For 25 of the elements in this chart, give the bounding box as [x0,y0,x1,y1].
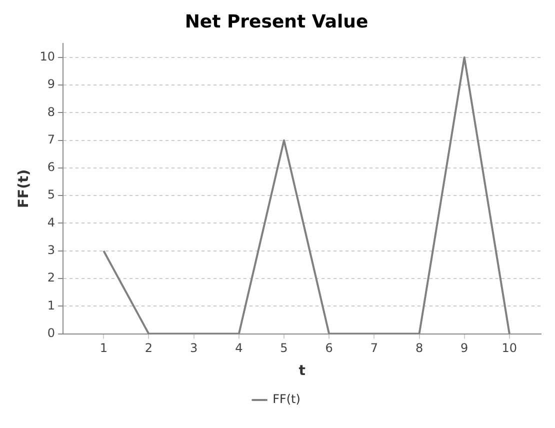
y-tick-label: 8 [47,104,56,119]
x-axis-title: t [298,363,306,380]
x-tick-label: 2 [144,341,153,356]
y-tick-label: 3 [47,243,56,258]
chart-title: Net Present Value [184,11,368,32]
x-tick-label: 10 [502,341,518,356]
y-tick-label: 0 [47,326,56,340]
x-tick-label: 4 [235,341,243,356]
x-tick-label: 7 [370,341,378,356]
y-tick-label: 7 [47,132,56,146]
y-tick-label: 1 [47,298,56,312]
y-tick-label: 5 [47,188,56,202]
y-tick-label: 9 [47,77,56,92]
y-tick-label: 4 [47,215,56,230]
x-tick-label: 6 [325,341,333,356]
x-tick-label: 1 [100,341,108,356]
y-tick-label: 6 [47,160,56,174]
x-tick-label: 9 [460,341,468,356]
y-tick-label: 2 [47,270,56,285]
y-tick-label: 10 [40,50,56,64]
legend-label: FF(t) [272,392,300,406]
x-tick-label: 3 [190,341,198,356]
x-tick-label: 8 [415,341,424,356]
x-tick-label: 5 [280,341,288,356]
y-axis-title: FF(t) [16,169,32,208]
